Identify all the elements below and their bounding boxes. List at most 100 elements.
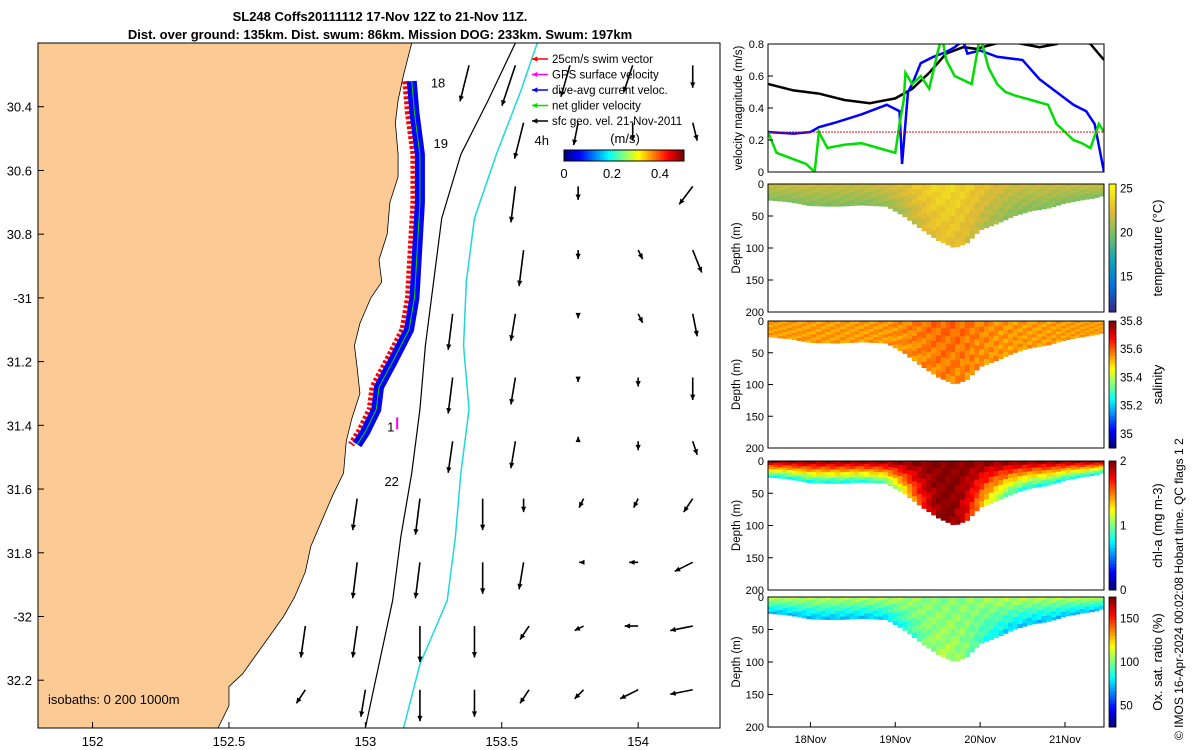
section-cell [1032, 340, 1038, 345]
current-vector-39-shaft [414, 562, 421, 599]
section-cell [921, 189, 927, 197]
section-cell [1099, 325, 1105, 328]
section-cell [1094, 327, 1100, 330]
section-cell [931, 637, 937, 645]
section-cell [1022, 342, 1028, 347]
section-cell [931, 474, 937, 482]
section-cell [1075, 186, 1081, 189]
section-colorbar-cell [1109, 251, 1116, 255]
date-tick-label-3: 21Nov [1049, 734, 1081, 746]
section-colorbar-cell [1109, 694, 1116, 699]
section-cell [835, 613, 841, 618]
section-cell [998, 353, 1004, 360]
section-cell [787, 188, 793, 192]
colorbar-cell [592, 150, 595, 161]
section-cell [1080, 461, 1086, 464]
section-cell [1041, 603, 1047, 607]
section-cell [897, 623, 903, 628]
section-cell [888, 333, 894, 337]
section-cell [960, 461, 966, 470]
section-cell [940, 619, 946, 628]
section-cell [998, 470, 1004, 476]
section-colorbar-cell [1109, 280, 1116, 284]
section-cell [806, 200, 812, 204]
section-cell [1056, 479, 1062, 483]
section-cell [888, 618, 894, 623]
section-cell [840, 613, 846, 618]
section-cell [787, 472, 793, 475]
section-cell [921, 338, 927, 345]
section-cell [873, 602, 879, 606]
section-cell [931, 217, 937, 225]
section-cell [931, 508, 937, 516]
section-cell [993, 321, 999, 327]
section-cell [782, 610, 788, 613]
section-cell [772, 465, 778, 468]
section-cell [782, 603, 788, 607]
section-cell [1094, 190, 1100, 193]
section-cell [811, 184, 817, 188]
section-cell [940, 475, 946, 484]
section-colorbar-cell [1109, 238, 1116, 243]
section-cell [907, 479, 913, 485]
section-cell [796, 186, 802, 190]
section-cell [1094, 605, 1100, 608]
section-cell [1036, 327, 1042, 331]
section-cell [768, 599, 774, 602]
section-cell [816, 323, 822, 327]
section-cell [1080, 465, 1086, 468]
section-cell [984, 630, 990, 637]
section-cell [998, 188, 1004, 194]
section-cell [936, 356, 942, 364]
section-cell [960, 612, 966, 621]
section-cell [1022, 338, 1028, 343]
section-cell [984, 358, 990, 365]
section-cell [1012, 184, 1018, 189]
section-cell [988, 492, 994, 499]
section-cell [945, 491, 951, 500]
section-cell [1022, 486, 1028, 491]
section-cell [1075, 461, 1081, 464]
section-cell [964, 206, 970, 214]
section-cell [1032, 193, 1038, 198]
section-cell [1041, 342, 1047, 347]
section-cell [1089, 600, 1095, 603]
section-colorbar-cell [1109, 283, 1116, 287]
section-cell [787, 597, 793, 600]
section-cell [945, 366, 951, 375]
colorbar-cell [640, 150, 643, 161]
section-cell [1075, 190, 1081, 193]
section-colorbar-tick: 50 [1120, 700, 1133, 712]
section-colorbar-cell [1109, 470, 1116, 475]
section-cell [840, 326, 846, 330]
section-cell [859, 605, 865, 609]
colorbar-cell [638, 150, 641, 161]
section-cell [849, 466, 855, 470]
section-colorbar-cell [1109, 362, 1116, 366]
section-cell [840, 337, 846, 341]
section-cell [1056, 199, 1062, 203]
section-cell [945, 604, 951, 613]
section-cell [1012, 191, 1018, 197]
current-vector-0 [458, 65, 470, 102]
current-vector-43 [629, 559, 639, 565]
section-cell [892, 467, 898, 472]
section-cell [878, 613, 884, 618]
section-cell [849, 461, 855, 465]
section-cell [820, 616, 826, 620]
section-cell [912, 622, 918, 628]
section-cell [916, 200, 922, 207]
section-cell [859, 326, 865, 330]
colorbar-cell [598, 150, 601, 161]
section-cell [840, 203, 846, 207]
section-cell [1036, 477, 1042, 481]
section-cell [931, 197, 937, 205]
colorbar-cell [576, 150, 579, 161]
section-cell [1080, 597, 1086, 600]
section-cell [1060, 478, 1066, 482]
section-cell [921, 638, 927, 646]
section-cell [888, 470, 894, 474]
section-cell [888, 339, 894, 343]
section-cell [940, 357, 946, 366]
section-cell [1036, 196, 1042, 201]
